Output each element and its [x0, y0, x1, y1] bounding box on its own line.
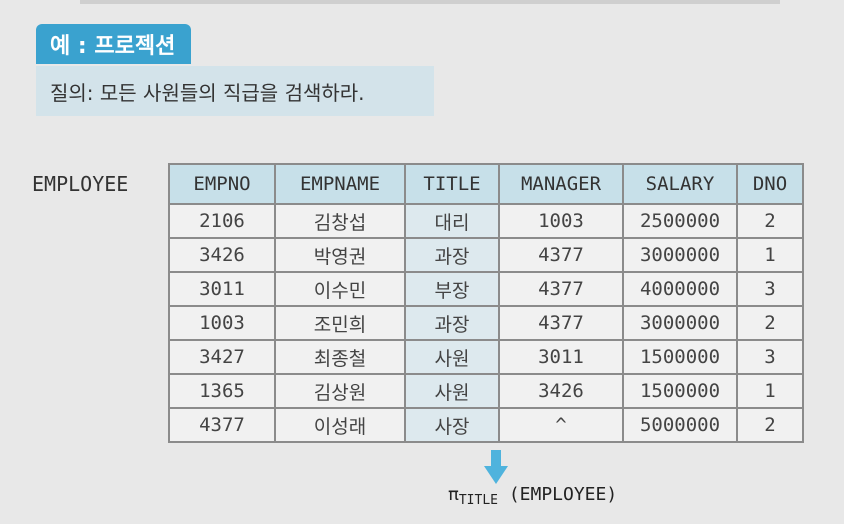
cell-empno: 3011: [168, 271, 276, 307]
cell-empname: 최종철: [274, 339, 406, 375]
projection-operator: π: [448, 484, 459, 505]
cell-dno: 3: [736, 339, 804, 375]
cell-title: 사장: [404, 407, 500, 443]
employee-table: EMPNO EMPNAME TITLE MANAGER SALARY DNO 2…: [168, 163, 804, 443]
cell-salary: 5000000: [622, 407, 738, 443]
table-row: 3426 박영권 과장 4377 3000000 1: [168, 237, 804, 273]
table-row: 1365 김상원 사원 3426 1500000 1: [168, 373, 804, 409]
relation-name: EMPLOYEE: [32, 172, 129, 196]
column-header-dno: DNO: [736, 163, 804, 205]
cell-dno: 2: [736, 203, 804, 239]
column-header-empname: EMPNAME: [274, 163, 406, 205]
cell-empname: 조민희: [274, 305, 406, 341]
cell-salary: 3000000: [622, 237, 738, 273]
top-divider: [80, 0, 780, 4]
cell-title: 과장: [404, 305, 500, 341]
cell-dno: 3: [736, 271, 804, 307]
cell-title: 부장: [404, 271, 500, 307]
example-badge: 예 : 프로젝션: [36, 24, 192, 64]
down-arrow-icon: [484, 450, 508, 484]
cell-manager: 4377: [498, 305, 624, 341]
cell-manager: 3426: [498, 373, 624, 409]
column-header-empno: EMPNO: [168, 163, 276, 205]
cell-salary: 4000000: [622, 271, 738, 307]
cell-empno: 4377: [168, 407, 276, 443]
cell-title: 대리: [404, 203, 500, 239]
cell-dno: 2: [736, 407, 804, 443]
cell-empname: 김상원: [274, 373, 406, 409]
table-row: 3011 이수민 부장 4377 4000000 3: [168, 271, 804, 307]
column-header-salary: SALARY: [622, 163, 738, 205]
cell-empname: 김창섭: [274, 203, 406, 239]
cell-salary: 2500000: [622, 203, 738, 239]
cell-empno: 3426: [168, 237, 276, 273]
table-row: 2106 김창섭 대리 1003 2500000 2: [168, 203, 804, 239]
cell-manager: 4377: [498, 237, 624, 273]
table-row: 3427 최종철 사원 3011 1500000 3: [168, 339, 804, 375]
cell-empname: 이성래: [274, 407, 406, 443]
cell-empno: 1003: [168, 305, 276, 341]
table-header-row: EMPNO EMPNAME TITLE MANAGER SALARY DNO: [168, 163, 804, 205]
projection-expression: πTITLE (EMPLOYEE): [448, 484, 618, 508]
cell-manager: 1003: [498, 203, 624, 239]
cell-salary: 1500000: [622, 339, 738, 375]
cell-empno: 1365: [168, 373, 276, 409]
table-row: 1003 조민희 과장 4377 3000000 2: [168, 305, 804, 341]
cell-title: 과장: [404, 237, 500, 273]
cell-manager: ^: [498, 407, 624, 443]
query-text: 질의: 모든 사원들의 직급을 검색하라.: [36, 66, 434, 116]
cell-dno: 2: [736, 305, 804, 341]
projection-attribute: TITLE: [458, 493, 498, 508]
cell-manager: 3011: [498, 339, 624, 375]
cell-dno: 1: [736, 373, 804, 409]
cell-empno: 3427: [168, 339, 276, 375]
cell-dno: 1: [736, 237, 804, 273]
cell-empno: 2106: [168, 203, 276, 239]
cell-title: 사원: [404, 339, 500, 375]
cell-empname: 박영권: [274, 237, 406, 273]
column-header-title: TITLE: [404, 163, 500, 205]
table-row: 4377 이성래 사장 ^ 5000000 2: [168, 407, 804, 443]
projection-relation: (EMPLOYEE): [508, 484, 618, 505]
cell-salary: 3000000: [622, 305, 738, 341]
cell-title: 사원: [404, 373, 500, 409]
cell-empname: 이수민: [274, 271, 406, 307]
cell-manager: 4377: [498, 271, 624, 307]
cell-salary: 1500000: [622, 373, 738, 409]
column-header-manager: MANAGER: [498, 163, 624, 205]
